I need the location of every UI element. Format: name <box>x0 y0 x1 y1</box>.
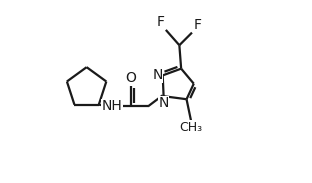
Text: N: N <box>152 68 163 82</box>
Text: N: N <box>158 96 169 110</box>
Text: NH: NH <box>101 100 122 113</box>
Text: F: F <box>193 18 202 32</box>
Text: F: F <box>156 15 164 29</box>
Text: CH₃: CH₃ <box>179 121 202 134</box>
Text: O: O <box>125 71 136 85</box>
